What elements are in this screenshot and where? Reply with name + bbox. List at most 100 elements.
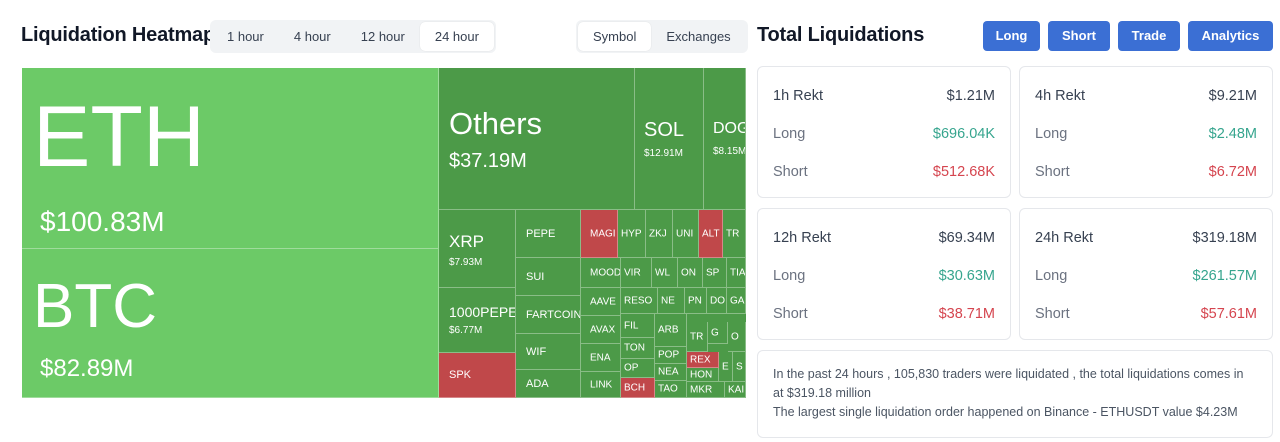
card-short-label: Short bbox=[1035, 164, 1070, 180]
heatmap-tile-dot[interactable]: DO bbox=[707, 288, 727, 314]
heatmap-tile-sui[interactable]: SUI bbox=[516, 258, 581, 296]
rekt-card-4h: 4h Rekt $9.21M Long $2.48M Short $6.72M bbox=[1019, 66, 1273, 198]
time-option-24h[interactable]: 24 hour bbox=[419, 22, 494, 51]
heatmap-tile-spk[interactable]: SPK bbox=[439, 353, 516, 398]
heatmap-tile-wld[interactable]: WL bbox=[652, 258, 678, 288]
tile-symbol: POP bbox=[658, 349, 680, 361]
tile-value: $100.83M bbox=[40, 206, 165, 237]
tile-symbol: ENA bbox=[590, 352, 611, 363]
heatmap-tile-eth[interactable]: ETH $100.83M bbox=[22, 68, 439, 249]
heatmap-tile-mood[interactable]: MOOD bbox=[581, 258, 621, 288]
tile-symbol: MKR bbox=[690, 384, 713, 395]
heatmap-tile-near[interactable]: NE bbox=[658, 288, 685, 314]
heatmap-tile-uni[interactable]: UNI bbox=[673, 210, 699, 258]
heatmap-tile-ton[interactable]: TON bbox=[621, 338, 655, 359]
summary-line-2: The largest single liquidation order hap… bbox=[773, 405, 1238, 419]
tile-symbol: SUI bbox=[526, 271, 545, 283]
heatmap-tile-bch[interactable]: BCH bbox=[621, 378, 655, 398]
long-button[interactable]: Long bbox=[983, 21, 1040, 51]
tile-symbol: PN bbox=[688, 295, 702, 306]
time-option-1h[interactable]: 1 hour bbox=[227, 29, 264, 44]
tile-value: $12.91M bbox=[644, 148, 683, 159]
tile-symbol: ARB bbox=[658, 324, 679, 336]
heatmap-tile-e[interactable]: E bbox=[719, 352, 733, 382]
heatmap-tile-trump[interactable]: TR bbox=[723, 210, 746, 258]
tile-symbol: ADA bbox=[526, 378, 549, 390]
tile-symbol: E bbox=[722, 361, 729, 372]
tile-symbol: OP bbox=[624, 362, 639, 374]
tile-symbol: Others bbox=[449, 106, 543, 141]
tile-symbol: VIR bbox=[624, 267, 641, 278]
heatmap-tile-link[interactable]: LINK bbox=[581, 372, 621, 398]
heatmap-tile-s[interactable]: S bbox=[733, 352, 746, 382]
heatmap-tile-mkr[interactable]: MKR bbox=[687, 382, 725, 398]
heatmap-tile-pnut[interactable]: PN bbox=[685, 288, 707, 314]
tile-symbol: REX bbox=[690, 354, 711, 365]
heatmap-tile-op[interactable]: OP bbox=[621, 359, 655, 378]
tile-symbol: TIA bbox=[730, 267, 746, 278]
tile-symbol: BCH bbox=[624, 382, 646, 393]
heatmap-tile-ada[interactable]: ADA bbox=[516, 370, 581, 398]
tile-symbol: NE bbox=[661, 295, 675, 306]
heatmap-tile-sp[interactable]: SP bbox=[703, 258, 727, 288]
time-option-12h[interactable]: 12 hour bbox=[360, 29, 405, 44]
trade-button[interactable]: Trade bbox=[1118, 21, 1180, 51]
short-button[interactable]: Short bbox=[1048, 21, 1110, 51]
heatmap-tile-kaito[interactable]: KAI bbox=[725, 382, 746, 398]
analytics-button[interactable]: Analytics bbox=[1188, 21, 1273, 51]
view-option-exchanges[interactable]: Exchanges bbox=[666, 29, 731, 44]
tile-symbol: MOOD bbox=[590, 267, 621, 278]
heatmap-tile-others[interactable]: Others $37.19M bbox=[439, 68, 635, 210]
heatmap-tile-xrp[interactable]: XRP $7.93M bbox=[439, 210, 516, 288]
heatmap-tile-fil[interactable]: FIL bbox=[621, 314, 655, 338]
tile-symbol: GA bbox=[730, 295, 745, 306]
heatmap-tile-resolv[interactable]: RESO bbox=[621, 288, 658, 314]
heatmap-tile-alt[interactable]: ALT bbox=[699, 210, 723, 258]
heatmap-tile-ondo[interactable]: ON bbox=[678, 258, 703, 288]
heatmap-tile-tr2[interactable]: TR bbox=[687, 322, 708, 352]
heatmap-tile-virtual[interactable]: VIR bbox=[621, 258, 652, 288]
heatmap-tile-home[interactable]: HON bbox=[687, 368, 719, 382]
heatmap-tile-fartcoin[interactable]: FARTCOIN bbox=[516, 296, 581, 334]
heatmap-tile-popcat[interactable]: POP bbox=[655, 347, 687, 364]
tile-symbol: O bbox=[731, 331, 739, 342]
heatmap-tile-arb[interactable]: ARB bbox=[655, 314, 687, 347]
heatmap-tile-btc[interactable]: BTC $82.89M bbox=[22, 249, 439, 398]
time-option-4h[interactable]: 4 hour bbox=[293, 29, 331, 44]
heatmap-tile-tia[interactable]: TIA bbox=[727, 258, 746, 288]
heatmap-tile-o[interactable]: O bbox=[728, 322, 746, 352]
card-total: $1.21M bbox=[946, 88, 995, 104]
card-total: $69.34M bbox=[938, 230, 995, 246]
heatmap-tile-aave[interactable]: AAVE bbox=[581, 288, 621, 316]
heatmap-tile-gala[interactable]: GA bbox=[727, 288, 746, 314]
heatmap-tile-rex[interactable]: REX bbox=[687, 352, 719, 368]
tile-symbol: PEPE bbox=[526, 228, 556, 240]
view-option-symbol[interactable]: Symbol bbox=[578, 22, 652, 51]
heatmap-tile-tao[interactable]: TAO bbox=[655, 381, 687, 398]
heatmap-tile-sol[interactable]: SOL $12.91M bbox=[635, 68, 704, 210]
heatmap-tile-g[interactable]: G bbox=[708, 322, 728, 344]
rekt-card-1h: 1h Rekt $1.21M Long $696.04K Short $512.68K bbox=[757, 66, 1011, 198]
card-long-value: $696.04K bbox=[932, 126, 995, 142]
heatmap-tile-wif[interactable]: WIF bbox=[516, 334, 581, 370]
tile-symbol: KAI bbox=[728, 384, 745, 395]
heatmap-tile-neiro[interactable]: NEA bbox=[655, 364, 687, 381]
tile-symbol: MAGI bbox=[590, 228, 616, 239]
heatmap-tile-doge[interactable]: DOG $8.15M bbox=[704, 68, 746, 210]
heatmap-tile-pepe[interactable]: PEPE bbox=[516, 210, 581, 258]
card-short-label: Short bbox=[773, 306, 808, 322]
tile-value: $8.15M bbox=[713, 146, 746, 157]
tile-symbol: TR bbox=[690, 331, 704, 342]
heatmap-tile-avax[interactable]: AVAX bbox=[581, 316, 621, 344]
tile-symbol: TAO bbox=[658, 383, 678, 395]
card-long-label: Long bbox=[773, 126, 806, 142]
tile-symbol: AAVE bbox=[590, 296, 616, 307]
tile-symbol: S bbox=[736, 361, 743, 372]
heatmap-tile-hype[interactable]: HYP bbox=[618, 210, 646, 258]
tile-symbol: RESO bbox=[624, 295, 653, 306]
heatmap-tile-magic[interactable]: MAGI bbox=[581, 210, 618, 258]
tile-symbol: NEA bbox=[658, 366, 679, 378]
heatmap-tile-ena[interactable]: ENA bbox=[581, 344, 621, 372]
heatmap-tile-1000pepe[interactable]: 1000PEPE $6.77M bbox=[439, 288, 516, 353]
heatmap-tile-zkj[interactable]: ZKJ bbox=[646, 210, 673, 258]
